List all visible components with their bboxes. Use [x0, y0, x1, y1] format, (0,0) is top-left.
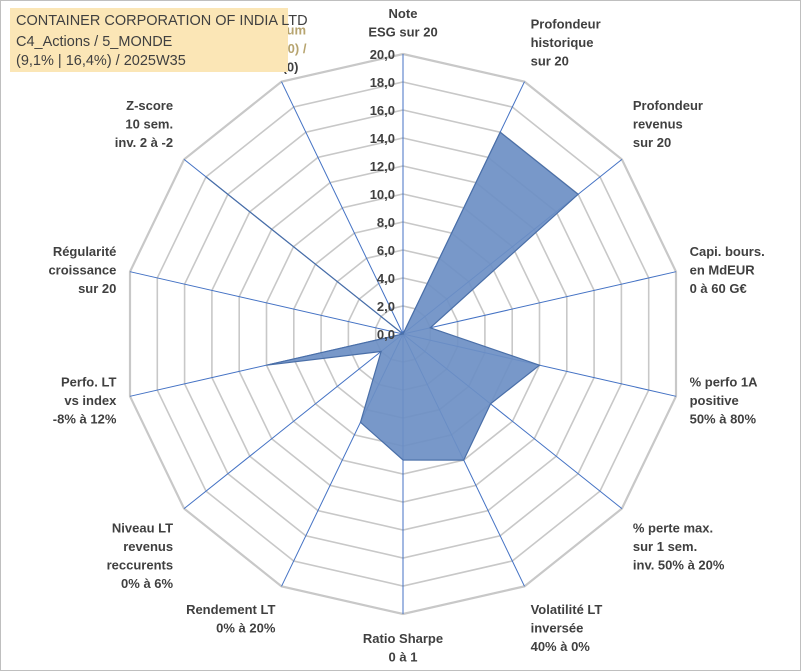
tick-label: 10,0	[370, 187, 395, 202]
spoke-3	[402, 271, 677, 335]
axis-label-8: Rendement LT 0% à 20%	[186, 602, 276, 636]
axis-label-11: Régularité croissance sur 20	[48, 244, 116, 296]
tick-label: 20,0	[370, 47, 395, 62]
tick-label: 12,0	[370, 159, 395, 174]
axis-label-12: Z-score 10 sem. inv. 2 à -2	[115, 98, 173, 150]
axis-label-9: Niveau LT revenus reccurents 0% à 6%	[107, 520, 174, 591]
spoke-13	[281, 81, 404, 335]
series-area-0	[205, 131, 580, 461]
axis-label-1: Profondeur historique sur 20	[531, 17, 601, 69]
axis-label-7: Ratio Sharpe 0 à 1	[363, 631, 443, 665]
tick-label: 4,0	[377, 271, 395, 286]
axis-label-6: Volatilité LT inversée 40% à 0%	[531, 602, 603, 654]
tick-label: 0,0	[377, 327, 395, 342]
axis-label-2: Profondeur revenus sur 20	[633, 98, 703, 150]
radar-series	[205, 131, 580, 461]
tick-label: 14,0	[370, 131, 395, 146]
axis-label-3: Capi. bours. en MdEUR 0 à 60 G€	[690, 244, 765, 296]
spoke-11	[129, 271, 404, 335]
tick-label: 8,0	[377, 215, 395, 230]
tick-label: 16,0	[370, 103, 395, 118]
axis-label-10: Perfo. LT vs index -8% à 12%	[53, 375, 117, 427]
axis-label-4: % perfo 1A positive 50% à 80%	[690, 375, 759, 427]
axis-label-5: % perte max. sur 1 sem. inv. 50% à 20%	[633, 520, 725, 572]
spoke-9	[183, 333, 404, 509]
radial-tick-labels: 0,0 2,0 4,0 6,0 8,0 10,0 12,0 14,0 16,0 18,0 20,0	[370, 47, 395, 342]
tick-label: 18,0	[370, 75, 395, 90]
tick-label: 6,0	[377, 243, 395, 258]
chart-title: CONTAINER CORPORATION OF INDIA LTD	[16, 13, 308, 29]
tick-label: 2,0	[377, 299, 395, 314]
chart-title-box: CONTAINER CORPORATION OF INDIA LTD C4_Ac…	[10, 8, 308, 72]
chart-subtitle-category: C4_Actions / 5_MONDE	[16, 34, 173, 50]
axis-label-0: Note ESG sur 20	[368, 6, 437, 40]
chart-subtitle-stats: (9,1% | 16,4%) / 2025W35	[16, 53, 186, 69]
